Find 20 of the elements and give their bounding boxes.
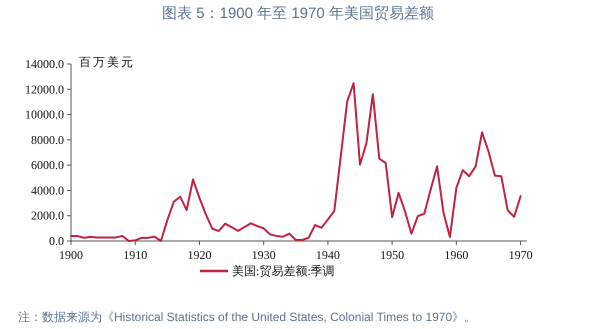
x-tick-label: 1920 [187, 248, 212, 262]
y-tick-label: 12000.0 [25, 82, 64, 96]
text: 注：数据来源为《Historical Statistics of the United States, Colonial Times to 1970》。 [18, 310, 476, 324]
chart-title: 图表 5：1900 年至 1970 年美国贸易差额 [162, 5, 434, 22]
y-tick-label: 2000.0 [31, 208, 64, 223]
y-tick-label: 14000.0 [25, 57, 64, 71]
x-tick-label: 1930 [252, 248, 276, 262]
legend-label: 美国:贸易差额:季调 [232, 264, 335, 278]
x-tick-label: 1950 [380, 248, 404, 262]
y-tick-label: 6000.0 [31, 158, 64, 172]
x-tick-label: 1940 [316, 248, 340, 262]
x-tick-label: 1970 [508, 248, 533, 262]
x-tick-label: 1960 [444, 248, 468, 262]
y-tick-label: 10000.0 [25, 108, 64, 122]
x-tick-label: 1900 [59, 248, 83, 262]
x-tick-label: 1910 [123, 248, 148, 262]
y-tick-label: 0.0 [49, 234, 64, 248]
y-tick-label: 4000.0 [31, 183, 64, 198]
y-tick-label: 8000.0 [31, 132, 64, 147]
y-axis-title: 百万美元 [79, 55, 135, 69]
